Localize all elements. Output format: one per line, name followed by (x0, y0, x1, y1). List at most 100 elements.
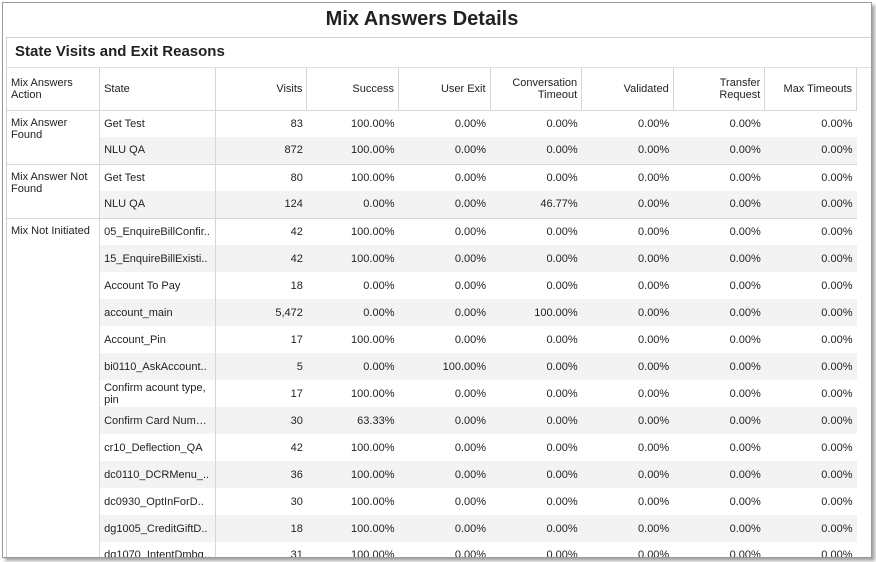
cell-success: 0.00% (363, 279, 395, 292)
cell-validated: 0.00% (638, 441, 670, 454)
cell-state: Get Test (99, 164, 216, 191)
cell-success: 100.00% (351, 117, 395, 130)
table-row: dg1070_IntentDmbg.. 31 100.00% 0.00% 0.00% 0.… (7, 542, 857, 557)
cell-visits: 42 (215, 245, 307, 272)
cell-validated: 0.00% (638, 279, 670, 292)
cell-user-exit: 0.00% (454, 333, 487, 346)
cell-transfer-request: 0.00% (729, 279, 761, 292)
table-body: Mix Answer Found Get Test 83 100.00% 0.00% 0.… (7, 110, 857, 557)
table-row: account_main 5,472 0.00% 0.00% 100.00% 0.00% 0… (7, 299, 857, 326)
cell-validated: 0.00% (638, 171, 670, 184)
table-row: Mix Answer Found Get Test 83 100.00% 0.00% 0.… (7, 110, 857, 165)
cell-state: Confirm Card Number (99, 407, 216, 434)
column-header-user-exit[interactable]: User Exit (398, 68, 491, 111)
cell-state: 15_EnquireBillExisti.. (99, 245, 216, 272)
cell-state: Account To Pay (99, 272, 216, 299)
column-header-action[interactable]: Mix Answers Action (7, 68, 101, 111)
cell-state: 05_EnquireBillConfir.. (99, 218, 216, 245)
cell-success: 100.00% (306, 515, 399, 542)
cell-validated: 0.00% (581, 191, 674, 219)
cell-visits: 5,472 (215, 299, 307, 326)
cell-user-exit: 0.00% (398, 461, 491, 488)
cell-transfer-request: 0.00% (729, 171, 761, 184)
cell-user-exit: 0.00% (398, 245, 491, 272)
cell-conversation-timeout: 0.00% (490, 245, 582, 272)
cell-state: Get Test (99, 110, 216, 137)
cell-success: 0.00% (306, 191, 399, 219)
cell-state: dc0930_OptInForD.. (99, 488, 216, 515)
table-row: cr10_Deflection_QA 42 100.00% 0.00% 0.00% 0.0… (7, 434, 857, 461)
cell-max-timeouts: 0.00% (821, 387, 853, 400)
cell-state: cr10_Deflection_QA (99, 434, 216, 461)
cell-max-timeouts: 0.00% (764, 299, 857, 326)
cell-state: Account_Pin (99, 326, 216, 353)
cell-validated: 0.00% (581, 299, 674, 326)
cell-validated: 0.00% (638, 117, 670, 130)
table-row: Confirm Card Number 30 63.33% 0.00% 0.00% 0.0… (7, 407, 857, 434)
cell-state: dg1070_IntentDmbg.. (99, 542, 216, 557)
cell-validated: 0.00% (581, 245, 674, 272)
cell-transfer-request: 0.00% (729, 387, 761, 400)
column-header-state[interactable]: State (99, 68, 216, 111)
cell-visits: 80 (290, 171, 303, 184)
column-header-visits[interactable]: Visits (215, 68, 308, 111)
cell-visits: 83 (290, 117, 303, 130)
cell-transfer-request: 0.00% (673, 353, 765, 380)
cell-state: NLU QA (99, 191, 216, 219)
cell-user-exit: 0.00% (454, 387, 487, 400)
cell-transfer-request: 0.00% (673, 407, 765, 434)
section-title: State Visits and Exit Reasons (7, 38, 871, 68)
cell-transfer-request: 0.00% (729, 117, 761, 130)
row-group-action: Mix Not Initiated (7, 218, 101, 557)
cell-validated: 0.00% (581, 542, 674, 557)
cell-transfer-request: 0.00% (729, 441, 761, 454)
column-header-transfer-request[interactable]: Transfer Request (673, 68, 766, 111)
column-header-conversation-timeout[interactable]: Conversation Timeout (490, 68, 583, 111)
cell-user-exit: 0.00% (454, 117, 487, 130)
cell-success: 100.00% (306, 461, 399, 488)
table-row: Mix Not Initiated 05_EnquireBillConfir.. 4… (7, 218, 857, 557)
cell-max-timeouts: 0.00% (764, 245, 857, 272)
cell-user-exit: 100.00% (398, 353, 491, 380)
cell-visits: 42 (290, 225, 303, 238)
column-header-validated[interactable]: Validated (581, 68, 674, 111)
cell-state: dc0110_DCRMenu_.. (99, 461, 216, 488)
table-header-row: Mix Answers Action State Visits Success … (7, 68, 857, 111)
cell-conversation-timeout: 0.00% (546, 441, 578, 454)
cell-visits: 124 (215, 191, 307, 219)
table-row: 15_EnquireBillExisti.. 42 100.00% 0.00% 0.00… (7, 245, 857, 272)
cell-success: 100.00% (351, 495, 395, 508)
cell-success: 100.00% (351, 333, 395, 346)
table-row: bi0110_AskAccount.. 5 0.00% 100.00% 0.00% 0.0… (7, 353, 857, 380)
cell-validated: 0.00% (581, 407, 674, 434)
cell-max-timeouts: 0.00% (821, 225, 853, 238)
cell-user-exit: 0.00% (398, 542, 491, 557)
cell-max-timeouts: 0.00% (764, 353, 857, 380)
cell-conversation-timeout: 46.77% (490, 191, 582, 219)
cell-conversation-timeout: 0.00% (490, 353, 582, 380)
table-row: dg1005_CreditGiftD.. 18 100.00% 0.00% 0.00% 0… (7, 515, 857, 542)
cell-conversation-timeout: 0.00% (546, 387, 578, 400)
cell-conversation-timeout: 100.00% (490, 299, 582, 326)
cell-max-timeouts: 0.00% (821, 495, 853, 508)
column-header-max-timeouts[interactable]: Max Timeouts (764, 68, 857, 111)
cell-visits: 5 (215, 353, 307, 380)
cell-visits: 17 (290, 333, 303, 346)
cell-max-timeouts: 0.00% (764, 461, 857, 488)
cell-user-exit: 0.00% (398, 191, 491, 219)
cell-user-exit: 0.00% (454, 171, 487, 184)
cell-state: NLU QA (99, 137, 216, 165)
cell-transfer-request: 0.00% (729, 495, 761, 508)
column-header-success[interactable]: Success (306, 68, 399, 111)
cell-success: 100.00% (306, 245, 399, 272)
cell-user-exit: 0.00% (398, 407, 491, 434)
cell-conversation-timeout: 0.00% (546, 279, 578, 292)
cell-success: 100.00% (306, 137, 399, 165)
cell-validated: 0.00% (581, 461, 674, 488)
table-row: dc0110_DCRMenu_.. 36 100.00% 0.00% 0.00% 0.00… (7, 461, 857, 488)
cell-visits: 18 (290, 279, 303, 292)
cell-user-exit: 0.00% (398, 299, 491, 326)
cell-validated: 0.00% (638, 387, 670, 400)
cell-success: 100.00% (351, 441, 395, 454)
